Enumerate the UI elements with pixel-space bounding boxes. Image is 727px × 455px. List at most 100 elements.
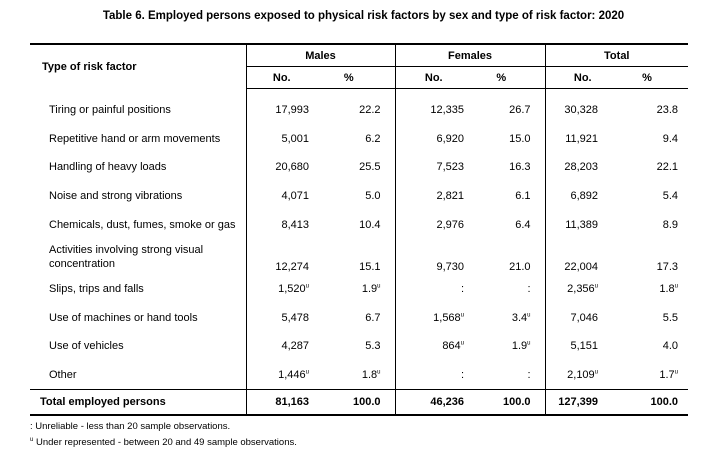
cell-females-pct: :	[527, 283, 531, 296]
total-label: Total employed persons	[30, 389, 246, 417]
cell-total-no: 30,328	[544, 96, 621, 125]
cell-males-no: 4,071	[245, 181, 317, 211]
cell-males-pct: 15.1	[359, 260, 381, 273]
col-header-females-pct: %	[472, 66, 546, 89]
cell-males-no: 17,993	[245, 96, 317, 125]
risk-factor-table: Type of risk factor Males Females Total …	[30, 43, 689, 417]
group-header-total: Total	[544, 43, 689, 67]
cell-females-no: 9,730	[394, 238, 473, 275]
flag-u: u	[674, 283, 679, 290]
cell-total-no: 7,046	[544, 303, 621, 333]
cell-females-pct: 15.0	[509, 132, 531, 145]
cell-males-no: 1,520u	[245, 274, 317, 304]
cell-total-pct: 17.3	[656, 260, 679, 273]
table-row: Use of vehicles 4,287 5.3 864u 1.9u 5,15…	[30, 332, 688, 361]
footnote-unreliable: : Unreliable - less than 20 sample obser…	[30, 421, 231, 432]
cell-total-no: 28,203	[544, 153, 621, 182]
cell-total-pct: 8.9	[662, 218, 679, 231]
cell-males-no: 12,274	[245, 238, 317, 275]
cell-males-no: 1,446u	[245, 360, 317, 390]
table-row: Slips, trips and falls 1,520u 1.9u : : 2…	[30, 274, 688, 304]
cell-females-pct: 6.4	[515, 218, 531, 231]
cell-total-no: 6,892	[544, 181, 621, 211]
col-header-total-pct: %	[620, 66, 689, 89]
row-label: Repetitive hand or arm movements	[49, 132, 221, 145]
row-label: Tiring or painful positions	[49, 104, 171, 117]
row-label: Noise and strong vibrations	[49, 190, 183, 203]
table-row: Repetitive hand or arm movements 5,001 6…	[30, 124, 688, 154]
cell-total-pct: 22.1	[656, 161, 679, 174]
total-total-no: 127,399	[544, 389, 621, 417]
cell-females-no: :	[394, 360, 473, 390]
row-label-line2: concentration	[49, 257, 116, 270]
flag-u: u	[377, 283, 381, 290]
row-label: Activities involving strong visual concen…	[30, 239, 246, 275]
cell-total-pct: 23.8	[656, 104, 679, 117]
cell-total-no: 11,389	[544, 210, 621, 239]
cell-females-no: 7,523	[394, 153, 473, 182]
table-row: Use of machines or hand tools 5,478 6.7 …	[30, 303, 688, 333]
footnote-marker: u	[30, 436, 34, 443]
total-females-no: 46,236	[394, 389, 473, 417]
table-row: Chemicals, dust, fumes, smoke or gas 8,4…	[30, 210, 688, 239]
cell-females-no: 12,335	[394, 96, 473, 125]
cell-males-pct: 5.3	[365, 340, 381, 353]
cell-males-pct: 22.2	[359, 104, 381, 117]
row-label: Use of vehicles	[49, 340, 124, 353]
table-row: Activities involving strong visual concen…	[30, 238, 688, 275]
cell-females-no: 864u	[394, 332, 473, 361]
table-row: Noise and strong vibrations 4,071 5.0 2,…	[30, 181, 688, 211]
cell-males-no: 8,413	[245, 210, 317, 239]
group-header-males: Males	[245, 43, 396, 67]
flag-u: u	[594, 283, 599, 290]
cell-females-pct: :	[527, 369, 531, 382]
row-label: Chemicals, dust, fumes, smoke or gas	[49, 218, 236, 231]
cell-males-pct: 10.4	[359, 218, 381, 231]
cell-total-no: 5,151	[544, 332, 621, 361]
cell-females-pct: 1.9u	[511, 340, 531, 353]
total-males-no: 81,163	[245, 389, 317, 417]
footnote-under-represented: u Under represented - between 20 and 49 …	[30, 436, 297, 448]
flag-u: u	[527, 312, 531, 319]
cell-males-pct: 6.7	[365, 311, 381, 324]
flag-u: u	[527, 340, 531, 347]
cell-males-pct: 6.2	[365, 132, 381, 145]
cell-total-pct: 1.7u	[659, 369, 679, 382]
total-males-pct: 100.0	[317, 389, 396, 417]
cell-females-no: 2,821	[394, 181, 473, 211]
cell-total-pct: 5.4	[662, 190, 679, 203]
cell-males-pct: 5.0	[365, 190, 381, 203]
table-row: Tiring or painful positions 17,993 22.2 …	[30, 96, 688, 125]
flag-u: u	[460, 312, 465, 319]
row-label: Other	[49, 369, 77, 382]
cell-females-pct: 6.1	[515, 190, 531, 203]
col-header-males-pct: %	[317, 66, 396, 89]
table-row: Other 1,446u 1.8u : : 2,109u 1.7u	[30, 360, 688, 390]
cell-females-pct: 21.0	[509, 260, 531, 273]
cell-females-pct: 3.4u	[511, 311, 531, 324]
flag-u: u	[377, 369, 381, 376]
row-label: Handling of heavy loads	[49, 161, 167, 174]
flag-u: u	[594, 369, 599, 376]
flag-u: u	[460, 340, 465, 347]
cell-males-no: 5,001	[245, 124, 317, 154]
cell-males-pct: 1.9u	[361, 283, 381, 296]
total-females-pct: 100.0	[472, 389, 546, 417]
table-title: Table 6. Employed persons exposed to phy…	[102, 10, 625, 22]
cell-total-pct: 9.4	[662, 132, 679, 145]
footnotes: : Unreliable - less than 20 sample obser…	[30, 421, 297, 453]
flag-u: u	[305, 369, 309, 376]
cell-total-no: 22,004	[544, 238, 621, 275]
total-total-pct: 100.0	[620, 389, 689, 417]
cell-total-no: 2,356u	[544, 274, 621, 304]
cell-males-no: 4,287	[245, 332, 317, 361]
col-header-females-no: No.	[394, 66, 473, 89]
row-label: Slips, trips and falls	[49, 283, 144, 296]
row-label-line1: Activities involving strong visual	[49, 243, 204, 256]
cell-females-no: 2,976	[394, 210, 473, 239]
cell-females-no: :	[394, 274, 473, 304]
cell-females-no: 1,568u	[394, 303, 473, 333]
col-header-males-no: No.	[245, 66, 317, 89]
cell-males-pct: 25.5	[359, 161, 381, 174]
cell-females-no: 6,920	[394, 124, 473, 154]
